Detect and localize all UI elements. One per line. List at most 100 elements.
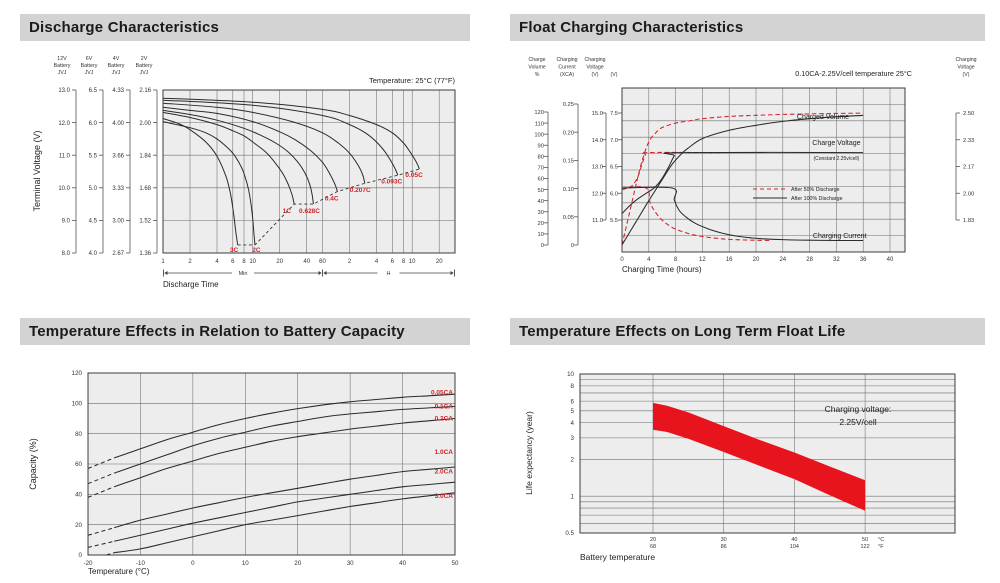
- y-axis-title: Life expectancy (year): [524, 411, 534, 495]
- rate-label-2.0CA: 2.0CA: [435, 469, 454, 476]
- axis-tick-label: 10: [538, 232, 544, 238]
- temperature-capacity-section: Temperature Effects in Relation to Batte…: [20, 318, 470, 578]
- y-tick-label: 3: [571, 435, 575, 442]
- y-axis-title: Terminal Voltage (V): [32, 130, 42, 211]
- x-axis-title: Battery temperature: [580, 552, 655, 562]
- x-axis-title: Temperature (°C): [88, 567, 150, 576]
- discharge-characteristics-section: Discharge Characteristics 12V Battery JVJ 1…: [20, 14, 470, 306]
- rate-label-0.4C: 0.4C: [325, 195, 339, 202]
- rate-label-0.2CA: 0.2CA: [435, 416, 454, 423]
- axis-tick-label: 6.5: [89, 88, 98, 94]
- axis-tick-label: 30: [538, 210, 544, 216]
- rate-label-1.0CA: 1.0CA: [435, 449, 454, 456]
- rate-label-1C: 1C: [283, 208, 292, 215]
- axis-tick-label: 40: [538, 199, 544, 205]
- x-axis: 1 2 4 6 8 10 20 40 60 2 4 6 8 10 20: [161, 259, 443, 265]
- axis-tick-label: 10.0: [58, 186, 70, 192]
- x-tick-label: 0: [191, 560, 195, 567]
- x-tick-label: 16: [726, 257, 733, 263]
- curve-0.2CA: [114, 417, 456, 488]
- axis-tick-label: 4.33: [112, 88, 124, 94]
- x-tick-label: 20: [436, 259, 443, 265]
- rate-label-0.207C: 0.207C: [350, 187, 371, 194]
- curve-0.1CA: [114, 405, 456, 474]
- rate-label-2C: 2C: [252, 247, 261, 254]
- discharge-chart: 12VBatteryJVJ13.012.011.010.09.08.06VBat…: [32, 56, 456, 289]
- axis-title: Voltage: [957, 65, 974, 71]
- axis-title: JVJ: [58, 70, 67, 76]
- rate-label-3.0CA: 3.0CA: [435, 493, 454, 500]
- x-tick-label: 6: [391, 259, 395, 265]
- x-tick-label-c: 20: [650, 537, 656, 543]
- axis-tick-label: 2.67: [112, 251, 124, 257]
- x-tick-label: 12: [699, 257, 706, 263]
- x-tick-label: 6: [231, 259, 235, 265]
- curve-label: Charged Volume: [797, 114, 849, 121]
- axis-tick-label: 2.00: [963, 191, 974, 197]
- y-tick-label: 0: [79, 552, 83, 559]
- x-tick-label: 4: [375, 259, 379, 265]
- axis-tick-label: 5.0: [89, 186, 98, 192]
- x-tick-label-f: 122: [861, 544, 870, 550]
- x-tick-label: 1: [161, 259, 165, 265]
- x-tick-label: 8: [402, 259, 406, 265]
- curve-label: Charging Current: [813, 233, 867, 240]
- axis-tick-label: 6.5: [610, 165, 618, 171]
- axis-tick-label: 9.0: [62, 219, 71, 225]
- curve-charging-current-after-50: [621, 186, 770, 242]
- y-tick-label: 5: [571, 408, 575, 415]
- axis-title: Battery: [108, 63, 125, 69]
- axis-tick-label: 1.36: [139, 251, 151, 257]
- curve-3.0CA: [114, 492, 456, 554]
- x-tick-label: 4: [215, 259, 219, 265]
- axis-tick-label: 1.52: [139, 219, 151, 225]
- axis-tick-label: 3.33: [112, 186, 124, 192]
- y-tick-label: 60: [75, 461, 82, 468]
- axis-tick-label: 8.0: [62, 251, 71, 257]
- axis-tick-label: 1.84: [139, 153, 151, 159]
- x-tick-label: 0: [620, 257, 624, 263]
- axis-tick-label: 13.0: [592, 165, 603, 171]
- right-axis: Charging Voltage(V) 2.50 2.33 2.17 2.00 1.83: [955, 57, 976, 224]
- axis-title: Battery: [136, 63, 153, 69]
- axis-tick-label: 14.0: [592, 138, 603, 144]
- discharge-curve-0.207C: [162, 102, 366, 184]
- range-arrowhead: [164, 271, 168, 275]
- axis-tick-label: 5.5: [89, 153, 98, 159]
- axis-tick-label: 0.20: [563, 130, 574, 136]
- axis-tick-label: 2.50: [963, 111, 974, 117]
- y-tick-label: 8: [571, 383, 575, 390]
- curve-charge-voltage-after-100: [621, 151, 864, 214]
- section-title-float-life: Temperature Effects on Long Term Float L…: [510, 318, 985, 345]
- axis-tick-label: 5.5: [610, 218, 618, 224]
- section-title-float-charging: Float Charging Characteristics: [510, 14, 985, 41]
- axis-tick-label: 0.15: [563, 159, 574, 165]
- axis-tick-label: 60: [538, 177, 544, 183]
- y-tick-label: 6: [571, 398, 575, 405]
- axis-tick-label: 2.33: [963, 138, 974, 144]
- x-tick-label: 4: [647, 257, 651, 263]
- x-axis-title: Charging Time (hours): [622, 265, 702, 274]
- x-tick-label-c: 30: [721, 537, 727, 543]
- y-tick-label: 80: [75, 431, 82, 438]
- axis-tick-label: 3.00: [112, 219, 124, 225]
- x-tick-label: 32: [833, 257, 840, 263]
- axis-title: 4V: [113, 56, 120, 62]
- axis-tick-label: 2.00: [139, 121, 151, 127]
- x-tick-label: 20: [276, 259, 283, 265]
- discharge-curve-0.4C: [162, 106, 338, 192]
- axis-title: JVJ: [112, 70, 121, 76]
- time-unit-ranges: Min H: [163, 269, 455, 277]
- axis-title: JVJ: [140, 70, 149, 76]
- curve-label: Charge Voltage: [812, 140, 860, 147]
- x-tick-label: 60: [319, 259, 326, 265]
- plot-border: [579, 373, 956, 534]
- float-charging-chart: ChargeVolume%120110100908070605040302010…: [528, 57, 976, 274]
- axis-tick-label: 110: [535, 121, 544, 127]
- conditions-note: 0.10CA-2.25V/cell temperature 25°C: [795, 69, 912, 78]
- curve-dashed-0.2CA: [87, 486, 115, 498]
- axis-tick-label: 6.0: [89, 121, 98, 127]
- y-tick-label: 20: [75, 522, 82, 529]
